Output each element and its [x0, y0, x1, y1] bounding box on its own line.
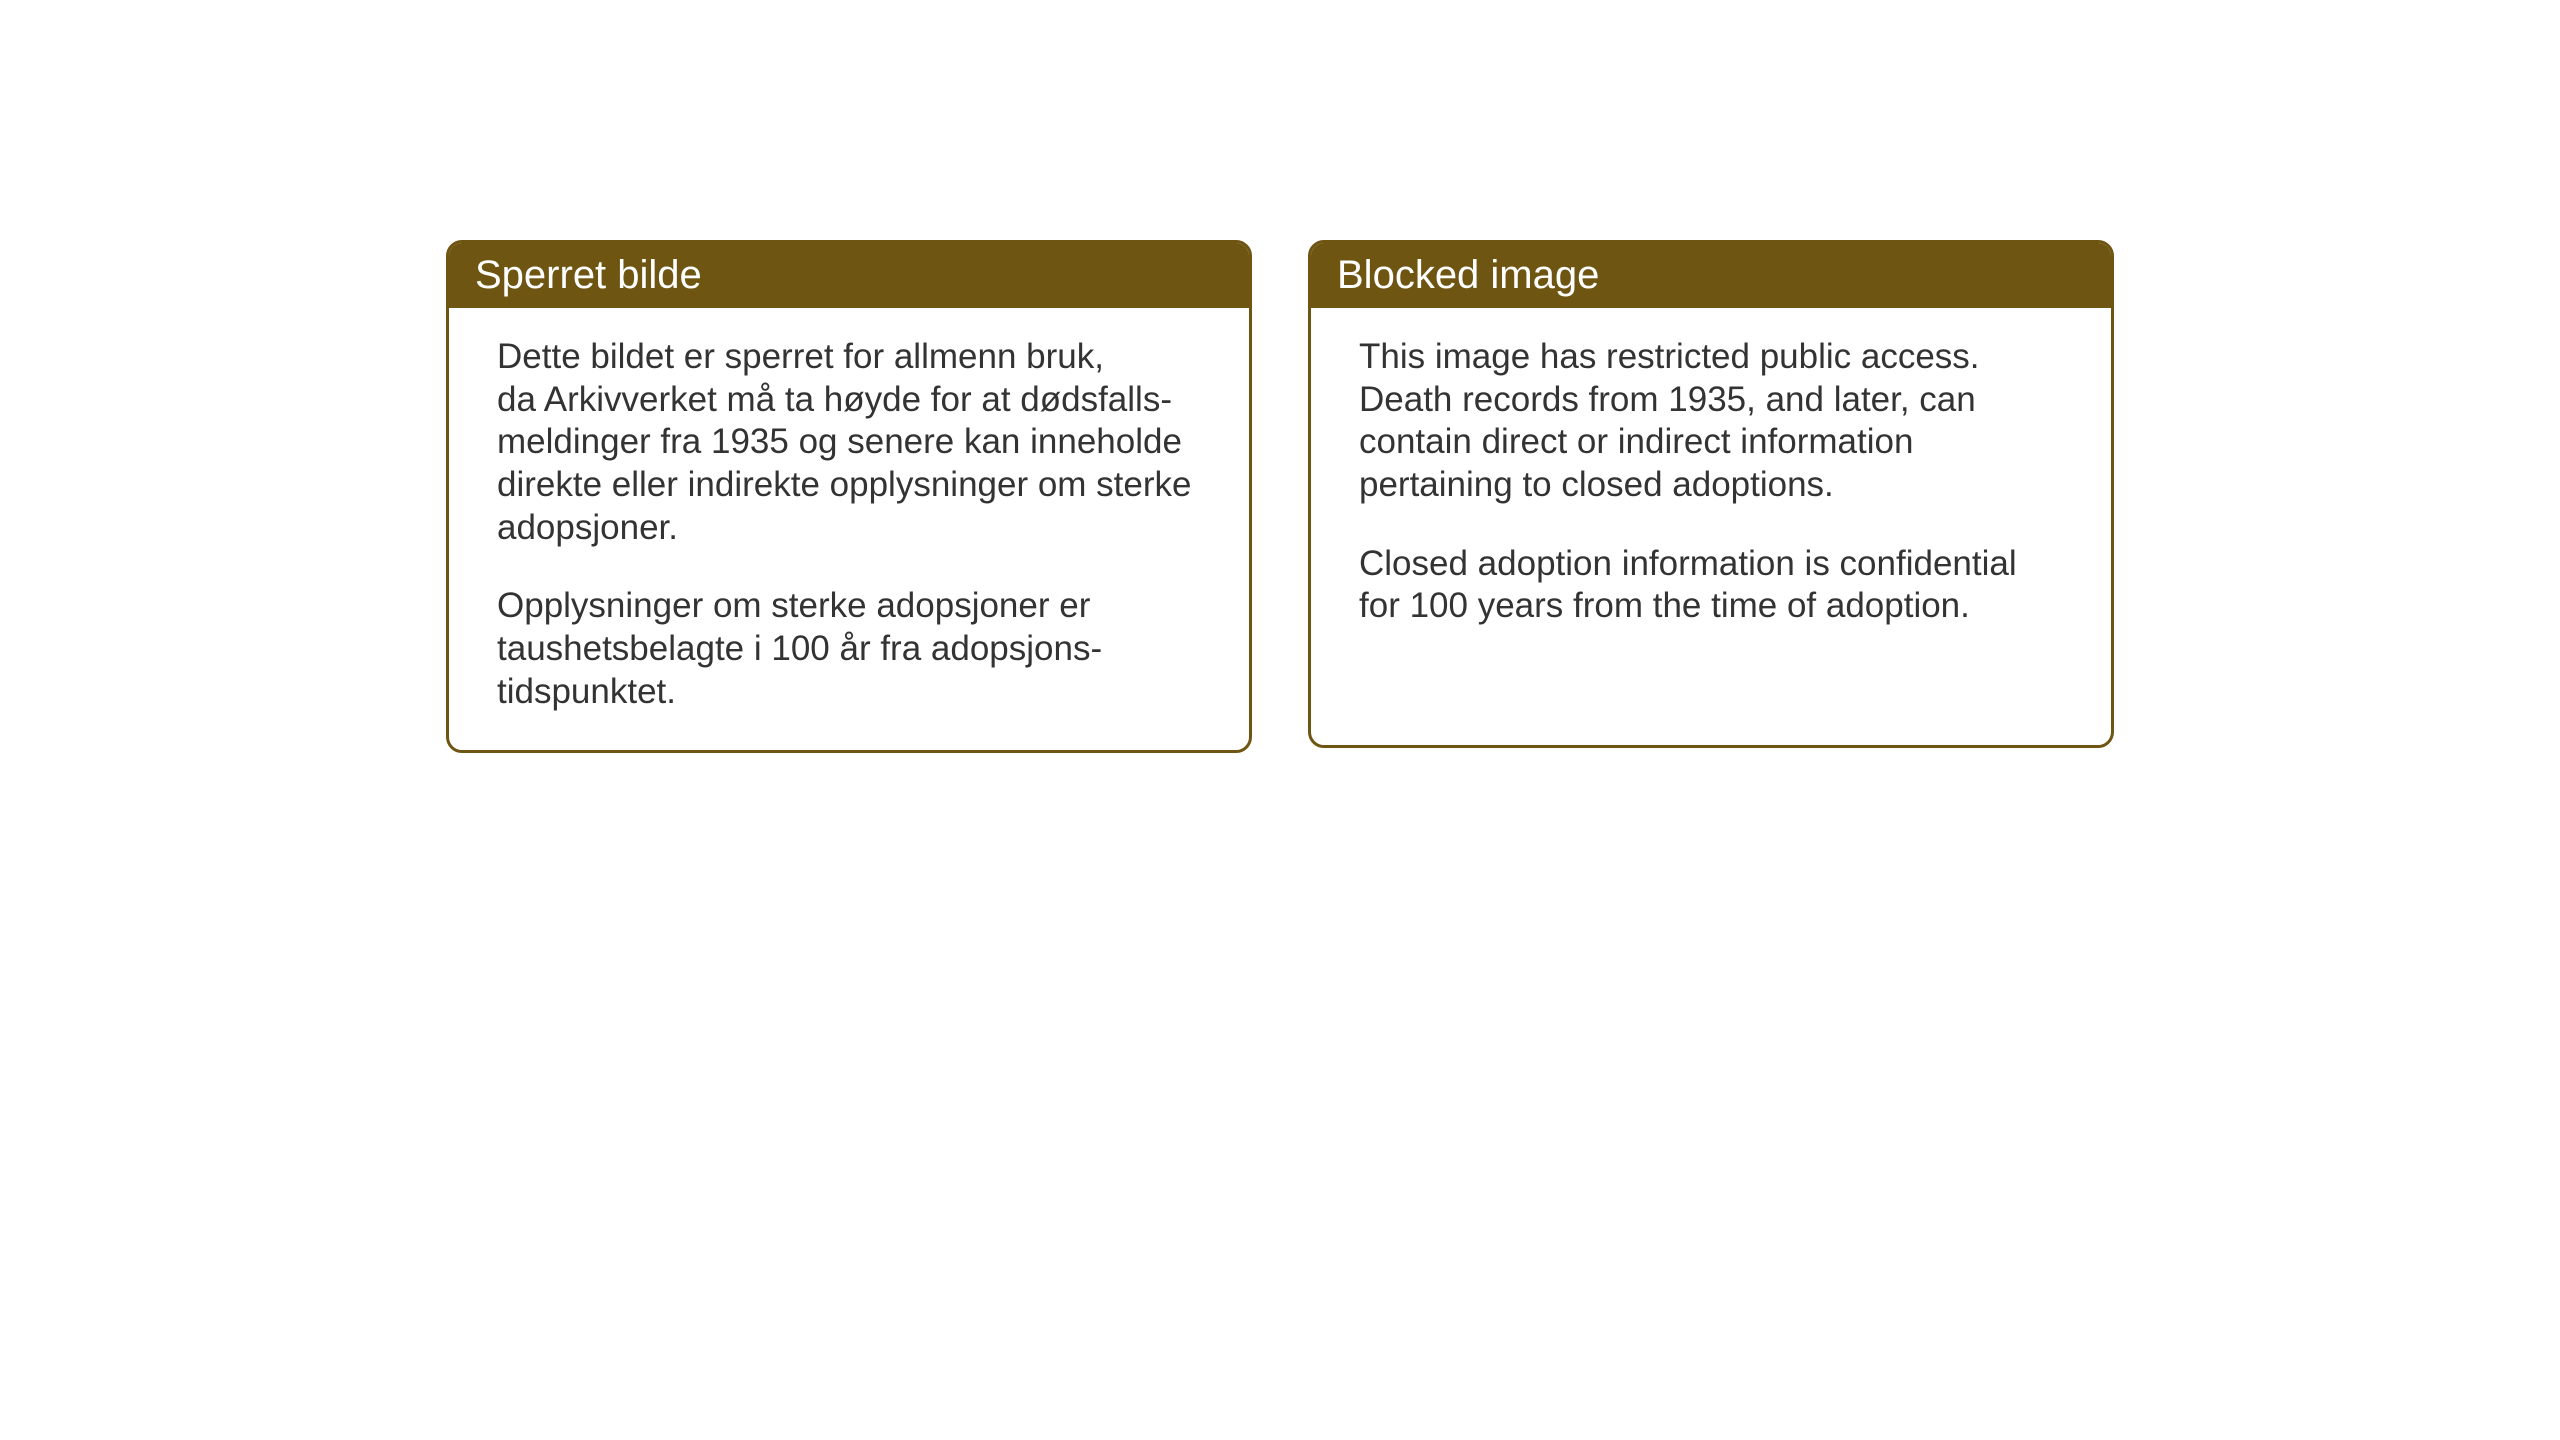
- notice-card-norwegian: Sperret bilde Dette bildet er sperret fo…: [446, 240, 1252, 753]
- notice-card-english: Blocked image This image has restricted …: [1308, 240, 2114, 748]
- notice-container: Sperret bilde Dette bildet er sperret fo…: [446, 240, 2114, 753]
- card-paragraph-1-norwegian: Dette bildet er sperret for allmenn bruk…: [497, 336, 1201, 549]
- card-title-norwegian: Sperret bilde: [475, 253, 702, 297]
- card-body-norwegian: Dette bildet er sperret for allmenn bruk…: [449, 308, 1249, 750]
- card-title-english: Blocked image: [1337, 253, 1599, 297]
- card-body-english: This image has restricted public access.…: [1311, 308, 2111, 664]
- card-header-english: Blocked image: [1311, 243, 2111, 308]
- card-paragraph-2-norwegian: Opplysninger om sterke adopsjoner er tau…: [497, 585, 1201, 713]
- card-paragraph-2-english: Closed adoption information is confident…: [1359, 543, 2063, 628]
- card-header-norwegian: Sperret bilde: [449, 243, 1249, 308]
- card-paragraph-1-english: This image has restricted public access.…: [1359, 336, 2063, 507]
